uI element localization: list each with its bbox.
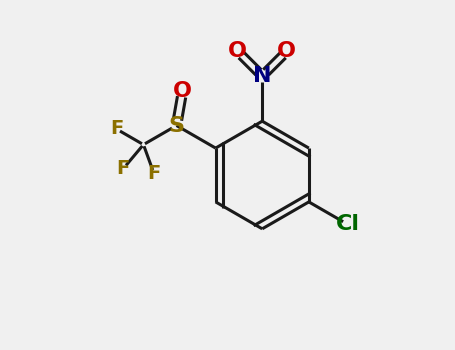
Text: F: F — [147, 164, 161, 183]
Text: Cl: Cl — [336, 215, 360, 234]
Text: F: F — [117, 159, 130, 178]
Text: F: F — [110, 119, 123, 139]
Text: O: O — [277, 42, 296, 62]
Text: S: S — [168, 116, 185, 135]
Text: N: N — [253, 66, 272, 86]
Text: O: O — [228, 42, 247, 62]
Text: O: O — [173, 81, 192, 102]
